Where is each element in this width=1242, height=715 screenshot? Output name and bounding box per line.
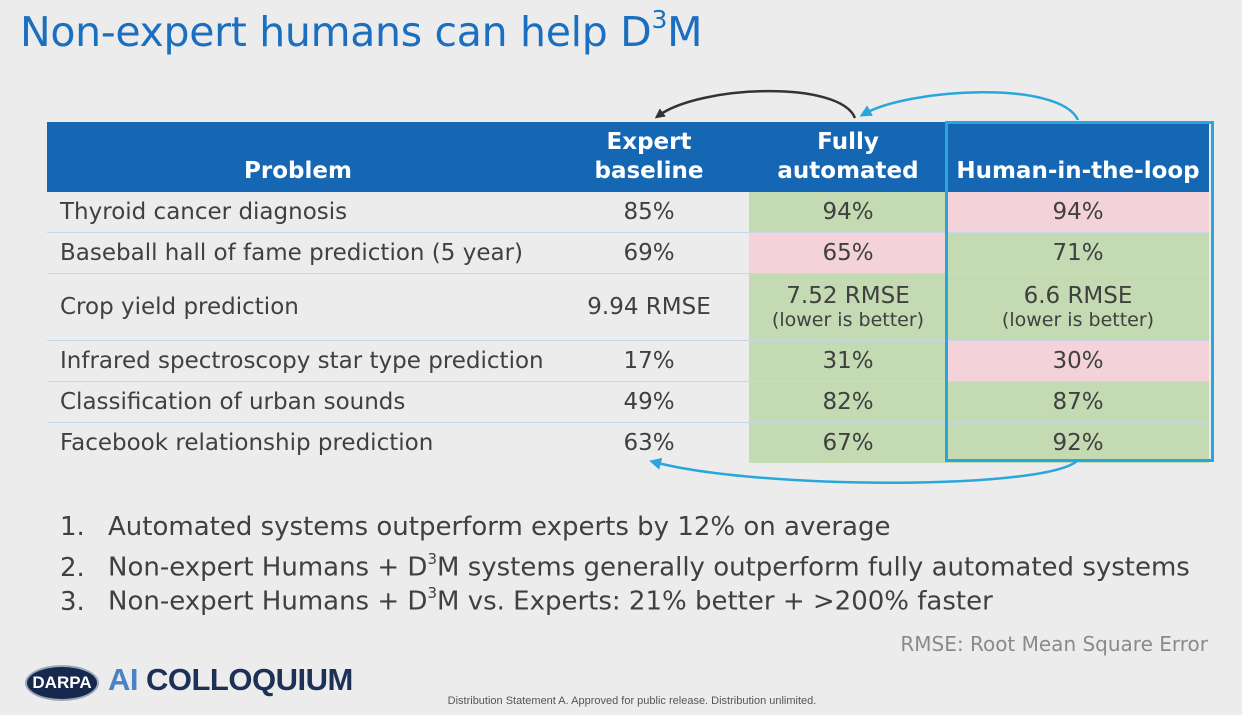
cell-hitl: 30% [947,340,1209,382]
cell-problem: Baseball hall of fame prediction (5 year… [47,232,549,274]
cell-value: 6.6 RMSE [1023,283,1133,309]
cell-expert: 69% [549,232,749,274]
cell-value: 7.52 RMSE [786,283,910,309]
cell-expert: 85% [549,192,749,233]
table-row: Baseball hall of fame prediction (5 year… [47,232,1209,274]
page-title: Non-expert humans can help D3M [20,5,703,56]
cell-hitl: 92% [947,422,1209,463]
cell-problem: Classification of urban sounds [47,381,549,423]
table-row: Infrared spectroscopy star type predicti… [47,340,1209,382]
colloquium-wordmark: AI COLLOQUIUM [108,662,353,697]
cell-hitl: 94% [947,192,1209,233]
findings-list: 1. Automated systems outperform experts b… [60,510,1190,617]
arrow-hitl-to-automated [859,91,1080,121]
arrow-hitl-to-expert [649,457,1079,484]
table-row: Thyroid cancer diagnosis 85% 94% 94% [47,192,1209,233]
cell-note: (lower is better) [771,309,925,331]
results-table: Problem Expert baseline Fully automated … [47,122,1209,463]
cell-expert: 63% [623,430,675,456]
col-header-expert: Expert baseline [549,122,749,192]
col-header-hitl: Human-in-the-loop [947,122,1209,192]
cell-note: (lower is better) [1001,309,1155,331]
cell-problem: Thyroid cancer diagnosis [47,192,549,233]
cell-hitl: 6.6 RMSE (lower is better) [947,273,1209,341]
cell-problem: Facebook relationship prediction [60,430,434,456]
cell-problem: Infrared spectroscopy star type predicti… [47,340,549,382]
list-item: 1. Automated systems outperform experts b… [60,512,891,542]
table-row: Facebook relationship prediction 63% 67%… [47,422,1209,463]
cell-automated: 7.52 RMSE (lower is better) [749,273,947,341]
col-header-problem: Problem [47,122,549,192]
arrow-automated-to-expert [654,89,857,119]
table-header-row: Problem Expert baseline Fully automated … [47,122,1209,192]
list-item: 3. Non-expert Humans + D3M vs. Experts: 2… [60,584,993,617]
cell-automated: 31% [749,340,947,382]
cell-expert: 17% [549,340,749,382]
cell-automated: 65% [749,232,947,274]
rmse-footnote: RMSE: Root Mean Square Error [900,632,1208,656]
cell-automated: 67% [749,422,947,463]
cell-expert: 9.94 RMSE [549,273,749,341]
darpa-logo: DARPA [25,665,99,701]
list-item: 2. Non-expert Humans + D3M systems genera… [60,550,1190,583]
cell-problem: Crop yield prediction [47,273,549,341]
table-row: Classification of urban sounds 49% 82% 8… [47,381,1209,423]
distribution-statement: Distribution Statement A. Approved for p… [447,695,817,707]
cell-expert: 49% [549,381,749,423]
cell-hitl: 87% [947,381,1209,423]
table-row: Crop yield prediction 9.94 RMSE 7.52 RMS… [47,273,1209,341]
cell-hitl: 71% [947,232,1209,274]
cell-automated: 94% [749,192,947,233]
cell-automated: 82% [749,381,947,423]
col-header-automated: Fully automated [749,122,947,192]
